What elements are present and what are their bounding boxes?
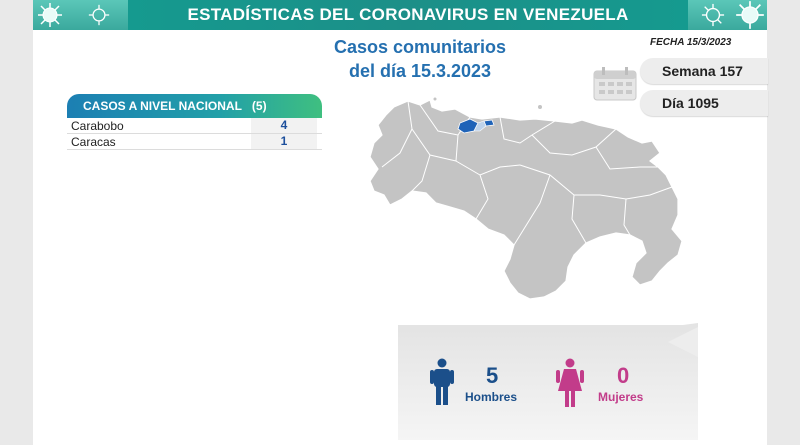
virus-icon [88,4,110,26]
men-count: 5 [486,363,499,388]
woman-icon [556,358,584,407]
state-case-count: 4 [249,118,317,133]
week-counter: Semana 157 [640,58,768,84]
state-borders [381,100,673,246]
table-row: Carabobo 4 [67,118,322,134]
men-label: Hombres [465,390,518,404]
gender-panel-bg [398,323,698,440]
header-bar: ESTADÍSTICAS DEL CORONAVIRUS EN VENEZUEL… [33,0,767,30]
map-outline [369,99,683,300]
day-counter: Día 1095 [640,90,768,116]
page-title: ESTADÍSTICAS DEL CORONAVIRUS EN VENEZUEL… [187,5,629,24]
island [433,97,437,101]
women-count: 0 [617,363,630,388]
left-margin [0,0,33,445]
calendar-icon [593,67,637,101]
subtitle: Casos comunitarios del día 15.3.2023 [280,35,560,83]
man-icon [430,358,454,405]
virus-icon [736,1,764,29]
state-name: Caracas [71,135,116,149]
virus-icon [701,3,725,27]
island [538,105,542,109]
virus-icon [38,3,62,27]
date-label: FECHA 15/3/2023 [650,37,732,48]
aragua-state [473,120,487,132]
header-band [128,0,688,30]
state-name: Carabobo [71,119,124,133]
national-cases-table: CASOS A NIVEL NACIONAL (5) Carabobo 4 Car… [67,94,322,150]
national-cases-header: CASOS A NIVEL NACIONAL (5) [67,94,322,118]
state-case-count: 1 [249,134,317,149]
right-margin [767,0,800,445]
women-label: Mujeres [598,390,644,404]
national-cases-title: CASOS A NIVEL NACIONAL [83,99,242,113]
national-cases-total: (5) [251,99,267,113]
table-row: Caracas 1 [67,134,322,150]
subtitle-line-1: Casos comunitarios [333,37,507,57]
subtitle-line-2: del día 15.3.2023 [348,61,492,81]
venezuela-map [369,97,683,300]
